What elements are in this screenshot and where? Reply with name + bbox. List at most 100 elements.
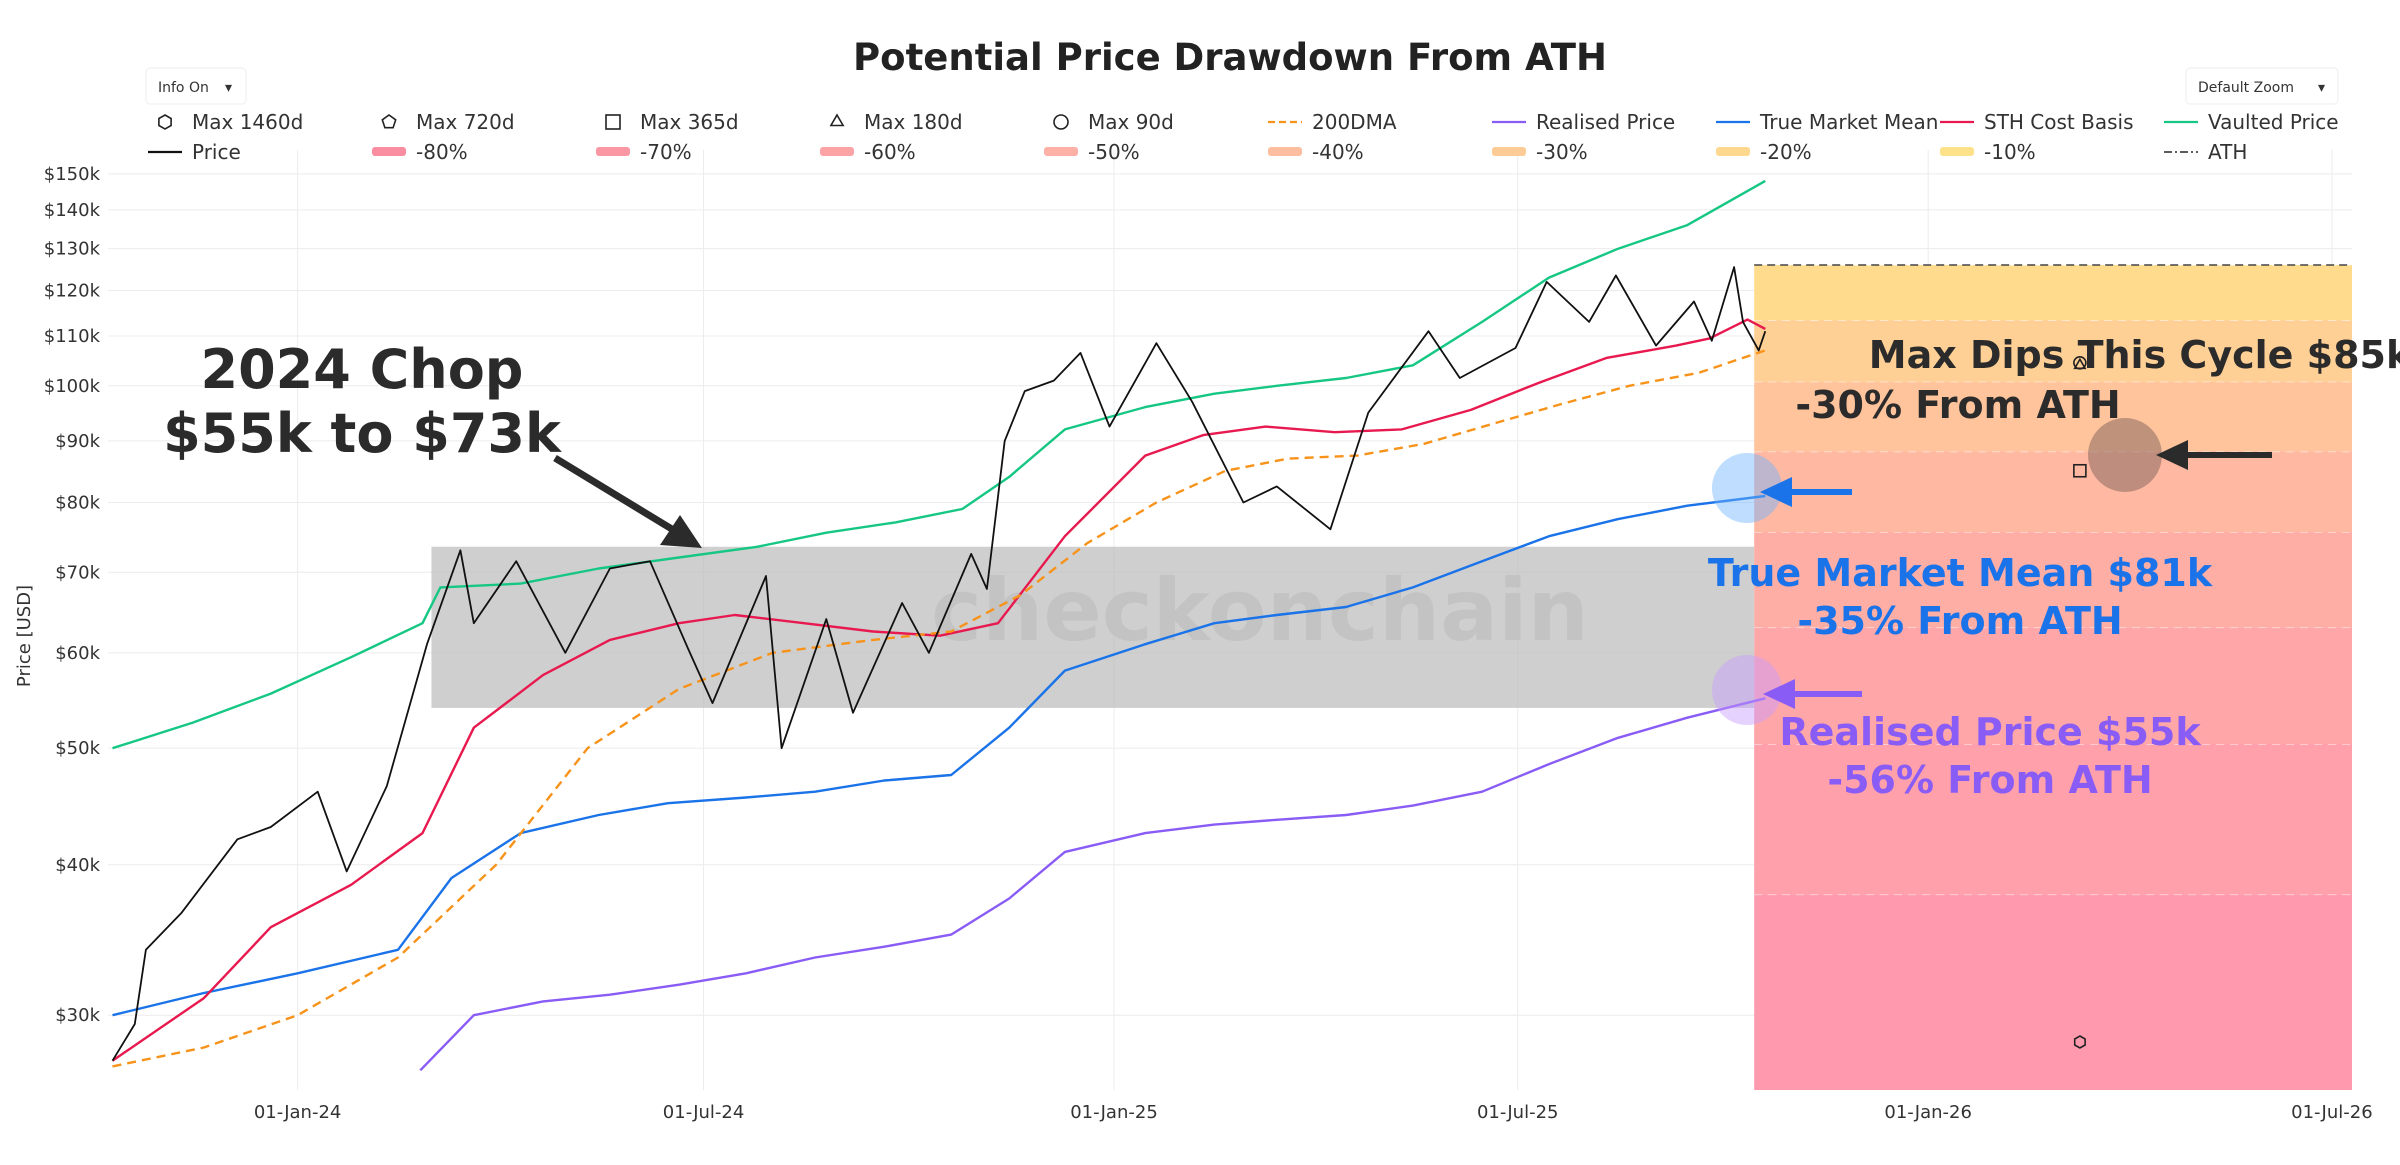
legend-label: STH Cost Basis (1984, 110, 2134, 134)
max-dips-line2: -30% From ATH (1795, 383, 2120, 427)
rp-arrow (1763, 679, 1862, 709)
x-axis: 01-Jan-24 01-Jul-24 01-Jan-25 01-Jul-25 01-J… (254, 1102, 2373, 1123)
legend-item[interactable]: -20% (1716, 140, 1812, 164)
series-200dma (112, 349, 1766, 1068)
series-vaulted-price (112, 179, 1766, 750)
legend-item[interactable]: Max 180d (829, 110, 963, 134)
legend-item[interactable]: -30% (1492, 140, 1588, 164)
legend-swatch (1716, 147, 1750, 156)
y-axis-title: Price [USD] (14, 585, 35, 687)
legend-label: True Market Mean (1759, 110, 1938, 134)
band--50% (1754, 532, 2352, 628)
chop-range: $55k to $73k (163, 402, 562, 465)
y-tick-label: $90k (55, 431, 100, 452)
x-tick-label: 01-Jan-26 (1884, 1102, 1972, 1123)
legend-item[interactable]: -40% (1268, 140, 1364, 164)
legend-marker-triangle (829, 113, 845, 127)
legend-item[interactable]: STH Cost Basis (1940, 110, 2134, 134)
tmm-line2: -35% From ATH (1797, 599, 2122, 643)
y-axis: $30k $40k $50k $60k $70k $80k $90k $100k $110k $1… (44, 164, 101, 1026)
legend-item[interactable]: -70% (596, 140, 692, 164)
zoom-select-label: Default Zoom (2198, 80, 2294, 96)
y-tick-label: $60k (55, 643, 100, 664)
legend-label: -40% (1312, 140, 1364, 164)
zoom-select[interactable]: Default Zoom ▾ (2185, 67, 2339, 105)
legend-item[interactable]: Price (148, 140, 241, 164)
y-tick-label: $70k (55, 562, 100, 583)
tmm-line1: True Market Mean $81k (1708, 551, 2213, 595)
legend-item[interactable]: -80% (372, 140, 468, 164)
legend-item[interactable]: Vaulted Price (2164, 110, 2339, 134)
info-toggle-label: Info On (158, 80, 209, 96)
legend-marker-hexagon (158, 114, 172, 130)
legend-item[interactable]: -50% (1044, 140, 1140, 164)
legend-label: Max 365d (640, 110, 739, 134)
legend-label: Max 720d (416, 110, 515, 134)
band--40% (1754, 451, 2352, 533)
chop-title: 2024 Chop (201, 338, 524, 401)
legend-label: -80% (416, 140, 468, 164)
y-tick-label: $80k (55, 492, 100, 513)
legend-item[interactable]: Max 720d (381, 110, 515, 134)
legend-swatch (1268, 147, 1302, 156)
legend-label: 200DMA (1312, 110, 1397, 134)
x-tick-label: 01-Jan-25 (1070, 1102, 1158, 1123)
legend-swatch (1940, 147, 1974, 156)
legend-swatch (596, 147, 630, 156)
y-tick-label: $110k (44, 326, 101, 347)
chevron-down-icon: ▾ (225, 80, 232, 96)
legend-label: -20% (1760, 140, 1812, 164)
y-tick-label: $100k (44, 376, 101, 397)
x-tick-label: 01-Jul-25 (1477, 1102, 1559, 1123)
legend-item[interactable]: Max 90d (1053, 110, 1174, 134)
legend-item[interactable]: Realised Price (1492, 110, 1675, 134)
legend-swatch (1044, 147, 1078, 156)
max-marker-square (2073, 463, 2087, 478)
legend-label: -50% (1088, 140, 1140, 164)
tmm-arrow (1760, 477, 1852, 507)
band--10% (1754, 264, 2352, 321)
legend-label: Realised Price (1536, 110, 1675, 134)
max-dips-arrow (2156, 440, 2272, 470)
legend-item[interactable]: Max 1460d (158, 110, 303, 134)
y-tick-label: $50k (55, 738, 100, 759)
max-marker-triangle (2073, 357, 2087, 370)
legend-item[interactable]: 200DMA (1268, 110, 1397, 134)
legend-swatch (820, 147, 854, 156)
legend-label: -10% (1984, 140, 2036, 164)
legend-item[interactable]: ATH (2164, 140, 2247, 164)
legend-item[interactable]: -10% (1940, 140, 2036, 164)
y-tick-label: $40k (55, 855, 100, 876)
band--20% (1754, 320, 2352, 382)
y-tick-label: $140k (44, 200, 101, 221)
legend-marker-pentagon (381, 114, 397, 129)
legend-label: -30% (1536, 140, 1588, 164)
y-tick-label: $150k (44, 164, 101, 185)
info-toggle[interactable]: Info On ▾ (145, 67, 247, 105)
chart-title: Potential Price Drawdown From ATH (853, 36, 1607, 79)
band--70% (1754, 743, 2352, 895)
series-lines (111, 179, 1767, 1072)
legend-marker-square (605, 114, 621, 130)
legend-item[interactable]: -60% (820, 140, 916, 164)
legend-label: Max 1460d (192, 110, 303, 134)
chevron-down-icon: ▾ (2318, 80, 2325, 96)
band--80% (1754, 894, 2352, 1090)
x-tick-label: 01-Jul-26 (2291, 1102, 2373, 1123)
legend-item[interactable]: True Market Mean (1716, 110, 1938, 134)
legend[interactable]: Max 1460d Max 720d Max 365d Max 180d Max 90d… (148, 110, 2339, 164)
series-realised-price (419, 697, 1766, 1072)
rp-highlight (1712, 655, 1782, 725)
chop-arrow (553, 455, 702, 548)
max-dip-highlight (2088, 418, 2162, 492)
y-tick-label: $120k (44, 280, 101, 301)
legend-label: -60% (864, 140, 916, 164)
drawdown-bands (1754, 264, 2352, 1090)
legend-swatch (1492, 147, 1526, 156)
legend-item[interactable]: Max 365d (605, 110, 739, 134)
legend-label: Max 90d (1088, 110, 1174, 134)
rp-line2: -56% From ATH (1827, 758, 2152, 802)
tmm-highlight (1712, 453, 1782, 523)
chop-zone-box (431, 546, 1755, 708)
